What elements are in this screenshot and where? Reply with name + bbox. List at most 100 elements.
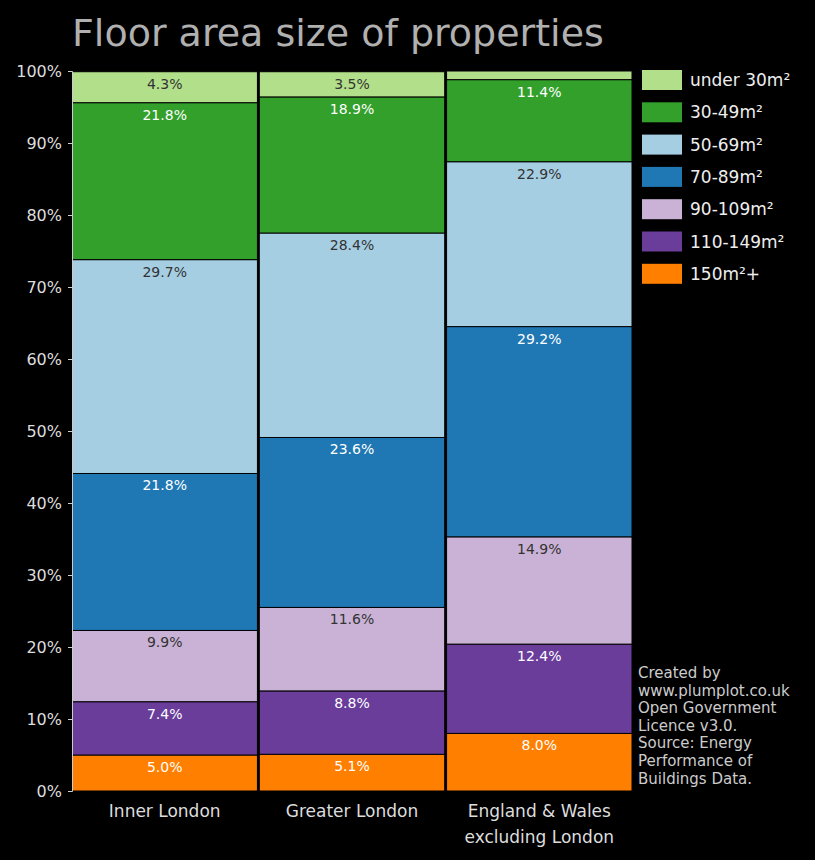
y-tick-mark <box>68 215 72 216</box>
bar-segment <box>72 755 257 791</box>
data-label: 14.9% <box>517 541 561 557</box>
data-labels: 5.0% 7.4% 9.9% 21.8% 29.7% 21.8% 4.3% 5.1% 8.8% 1… <box>142 76 561 775</box>
y-tick-mark <box>68 503 72 504</box>
y-tick-mark <box>68 71 72 72</box>
bar-segment <box>72 630 257 701</box>
data-label: 12.4% <box>517 648 561 664</box>
title: Floor area size of properties <box>72 11 604 55</box>
bar-segment <box>72 473 257 630</box>
x-tick: England & Walesexcluding London <box>465 791 615 847</box>
data-label: 4.3% <box>147 76 183 92</box>
bars <box>72 71 632 791</box>
legend-swatch <box>642 102 682 122</box>
y-tick-label: 90% <box>26 134 62 153</box>
y-tick-label: 50% <box>26 422 62 441</box>
y-tick: 50% <box>26 422 72 441</box>
bar-segment <box>447 162 632 327</box>
annotation: Performance of <box>638 752 753 770</box>
data-label: 21.8% <box>142 477 186 493</box>
chart: 5.0% 7.4% 9.9% 21.8% 29.7% 21.8% 4.3% 5.1% 8.8% 1… <box>0 0 815 860</box>
x-tick: Greater London <box>286 791 419 821</box>
y-tick-label: 70% <box>26 278 62 297</box>
legend-swatch <box>642 70 682 90</box>
y-tick-label: 20% <box>26 638 62 657</box>
bar-segment <box>72 260 257 474</box>
data-label: 11.6% <box>330 611 374 627</box>
y-tick: 40% <box>26 494 72 513</box>
data-label: 8.8% <box>334 695 370 711</box>
data-label: 29.2% <box>517 331 561 347</box>
plot: 5.0% 7.4% 9.9% 21.8% 29.7% 21.8% 4.3% 5.1% 8.8% 1… <box>16 62 632 847</box>
annotation: www.plumplot.co.uk <box>638 682 790 700</box>
legend-label: 110-149m² <box>690 232 784 252</box>
y-tick-mark <box>68 575 72 576</box>
x-tick-label: England & Walesexcluding London <box>465 801 615 847</box>
legend-swatch <box>642 199 682 219</box>
annotation: Source: Energy <box>638 734 752 752</box>
y-tick: 70% <box>26 278 72 297</box>
bar-segment <box>447 733 632 791</box>
bar-segment <box>72 72 257 103</box>
legend-label: 150m²+ <box>690 264 760 284</box>
bar-segment <box>447 644 632 733</box>
y-tick-label: 0% <box>37 782 62 801</box>
legend-item: 30-49m² <box>642 102 763 122</box>
data-label: 18.9% <box>330 101 374 117</box>
data-label: 8.0% <box>522 737 558 753</box>
credits: Created bywww.plumplot.co.ukOpen Governm… <box>638 664 790 788</box>
y-tick-mark <box>68 791 72 792</box>
legend-item: 110-149m² <box>642 232 784 252</box>
legend-label: 90-109m² <box>690 199 774 219</box>
y-tick: 80% <box>26 206 72 225</box>
y-tick: 100% <box>16 62 72 81</box>
legend-label: 50-69m² <box>690 135 763 155</box>
y-tick-mark <box>68 359 72 360</box>
legend-item: 150m²+ <box>642 264 760 284</box>
legend-swatch <box>642 135 682 155</box>
data-label: 3.5% <box>334 76 370 92</box>
legend-item: 50-69m² <box>642 135 763 155</box>
annotation: Open Government <box>638 699 776 717</box>
bar-segment <box>72 702 257 755</box>
data-label: 9.9% <box>147 634 183 650</box>
data-label: 7.4% <box>147 706 183 722</box>
background <box>0 0 815 860</box>
data-label: 5.1% <box>334 758 370 774</box>
legend-label: 70-89m² <box>690 167 763 187</box>
x-tick: Inner London <box>109 791 221 821</box>
bar-segment <box>447 327 632 537</box>
legend-swatch <box>642 167 682 187</box>
y-tick: 90% <box>26 134 72 153</box>
y-tick-label: 30% <box>26 566 62 585</box>
bar-segment <box>259 754 444 791</box>
data-label: 5.0% <box>147 759 183 775</box>
legend-swatch <box>642 264 682 284</box>
legend-label: 30-49m² <box>690 102 763 122</box>
y-tick-label: 10% <box>26 710 62 729</box>
data-label: 21.8% <box>142 107 186 123</box>
bar-segment <box>259 607 444 691</box>
data-label: 28.4% <box>330 237 374 253</box>
y-axis-line <box>68 72 73 792</box>
y-tick-mark <box>68 719 72 720</box>
annotation: Created by <box>638 664 721 682</box>
x-tick-label: Greater London <box>286 801 419 821</box>
y-tick-mark <box>68 647 72 648</box>
data-label: 29.7% <box>142 264 186 280</box>
legend: under 30m²30-49m²50-69m²70-89m²90-109m²1… <box>642 70 790 284</box>
y-tick-label: 100% <box>16 62 62 81</box>
bar-segment <box>259 233 444 437</box>
y-tick: 10% <box>26 710 72 729</box>
data-label: 11.4% <box>517 84 561 100</box>
y-tick: 20% <box>26 638 72 657</box>
x-axis: Inner London Greater London England & Wale… <box>109 791 614 847</box>
annotation: Licence v3.0. <box>638 717 737 735</box>
legend-item: 90-109m² <box>642 199 774 219</box>
legend-item: 70-89m² <box>642 167 763 187</box>
data-label: 23.6% <box>330 441 374 457</box>
y-tick: 60% <box>26 350 72 369</box>
y-tick: 30% <box>26 566 72 585</box>
bar-segment <box>447 71 632 80</box>
bar-segment <box>447 80 632 162</box>
y-tick-label: 60% <box>26 350 62 369</box>
